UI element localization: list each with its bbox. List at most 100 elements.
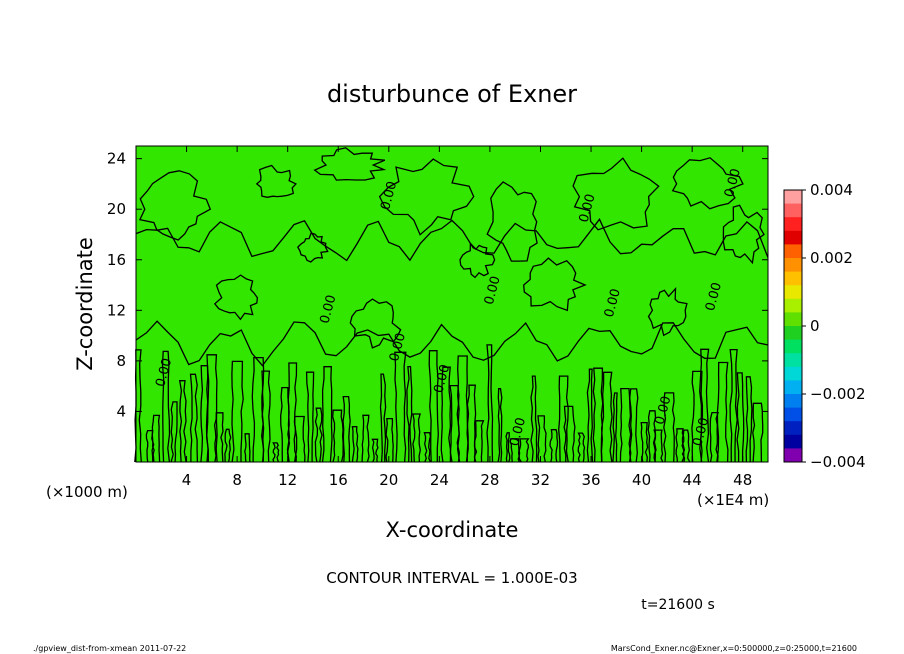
y-tick-label: 16 [107, 251, 126, 269]
x-tick-label: 8 [232, 471, 242, 489]
contour-line [170, 401, 178, 463]
contour-line [709, 411, 719, 463]
contour-line [371, 438, 379, 463]
colorbar-labels: 0.004 0.002 0 −0.002 −0.004 [802, 181, 866, 471]
contour-interval-text: CONTOUR INTERVAL = 1.000E-03 [326, 569, 577, 587]
contour-line [255, 164, 297, 198]
y-tick-label: 20 [107, 200, 126, 218]
colorbar-segment [784, 326, 802, 341]
contour-line [640, 421, 649, 463]
x-tick-label: 20 [379, 471, 398, 489]
contour-line [305, 371, 315, 463]
colorbar-segment [784, 448, 802, 463]
contour-value-label: 0.00 [482, 275, 504, 307]
contour-line [280, 386, 291, 463]
contour-line [497, 388, 503, 463]
colorbar-label: −0.002 [810, 385, 866, 403]
contour-line [296, 232, 329, 263]
colorbar-segment [784, 339, 802, 354]
contour-value-label: 0.00 [602, 287, 624, 319]
contour-line [261, 370, 271, 463]
x-tick-label: 4 [182, 471, 192, 489]
contour-line [423, 432, 432, 463]
contour-line [406, 365, 413, 463]
contour-line [537, 415, 547, 463]
x-tick-label: 48 [733, 471, 752, 489]
colorbar-segment [784, 312, 802, 327]
contour-line [647, 410, 657, 463]
y-axis: 4 8 12 16 20 24 [107, 150, 768, 420]
y-tick-label: 12 [107, 301, 126, 319]
contour-line [699, 348, 710, 463]
footer-right-text: MarsCond_Exner.nc@Exner,x=0:500000,z=0:2… [611, 644, 857, 653]
contour-line [200, 365, 209, 463]
contour-line [349, 298, 402, 349]
contour-line [612, 392, 618, 463]
chart-title: disturbunce of Exner [327, 80, 577, 108]
contour-line [523, 257, 587, 312]
contour-line [628, 388, 639, 463]
contour-line [600, 371, 613, 463]
colorbar-segment [784, 258, 802, 273]
contour-value-label: 0.00 [577, 192, 599, 224]
x-tick-label: 24 [430, 471, 449, 489]
contour-line [272, 442, 280, 463]
contour-line [145, 429, 155, 463]
y-axis-title: Z-coordinate [73, 237, 97, 371]
contour-line [378, 158, 475, 236]
x-tick-label: 40 [632, 471, 651, 489]
contour-value-label: 0.00 [431, 363, 453, 395]
contour-line [313, 147, 387, 181]
y-tick-label: 8 [116, 352, 126, 370]
footer-left-text: ./gpview_dist-from-xmean 2011-07-22 [33, 644, 186, 653]
contour-line [558, 375, 569, 463]
contour-line [213, 274, 259, 321]
contour-value-label: 0.00 [318, 293, 340, 325]
contour-line [549, 429, 559, 463]
contour-line [518, 438, 530, 463]
contour-line [563, 405, 576, 463]
colorbar-label: 0.004 [810, 181, 853, 199]
contour-line [486, 181, 538, 262]
contour-line [572, 157, 660, 231]
contour-line [394, 351, 407, 463]
contour-line [314, 407, 323, 463]
colorbar-segment [784, 421, 802, 436]
contour-line [473, 420, 485, 463]
colorbar-segment [784, 380, 802, 395]
contour-line [736, 372, 745, 462]
contour-value-label: 0.00 [722, 167, 744, 199]
colorbar-label: 0.002 [810, 249, 853, 267]
contour-line [752, 402, 764, 463]
contour-labels: 0.00 0.00 0.00 0.00 0.00 0.00 0.00 0.00 0.00 0.00… [153, 167, 744, 448]
plot-frame [135, 145, 769, 463]
colorbar-segment [784, 366, 802, 381]
contour-line [135, 320, 769, 367]
contour-line [671, 157, 744, 210]
contour-line [231, 360, 244, 463]
contour-value-label: 0.00 [387, 331, 409, 363]
colorbar-segment [784, 394, 802, 409]
contour-line [577, 432, 586, 463]
contour-line [135, 218, 769, 262]
contour-line [486, 344, 494, 463]
contour-line [189, 373, 199, 463]
y-tick-label: 4 [116, 402, 126, 420]
contour-line [206, 354, 218, 463]
contour-line [681, 429, 691, 463]
contour-value-label: 0.00 [378, 180, 400, 212]
colorbar-segment [784, 203, 802, 218]
contour-value-label: 0.00 [153, 357, 175, 389]
colorbar [783, 189, 803, 463]
x-tick-label: 12 [278, 471, 297, 489]
colorbar-segment [784, 230, 802, 245]
x-tick-label: 36 [581, 471, 600, 489]
contour-line [134, 349, 142, 463]
contour-line [361, 414, 370, 463]
contour-line [428, 350, 439, 463]
contour-line [663, 392, 676, 463]
contour-value-label: 0.00 [690, 416, 712, 448]
contour-line [586, 368, 594, 463]
colorbar-segment [784, 244, 802, 259]
